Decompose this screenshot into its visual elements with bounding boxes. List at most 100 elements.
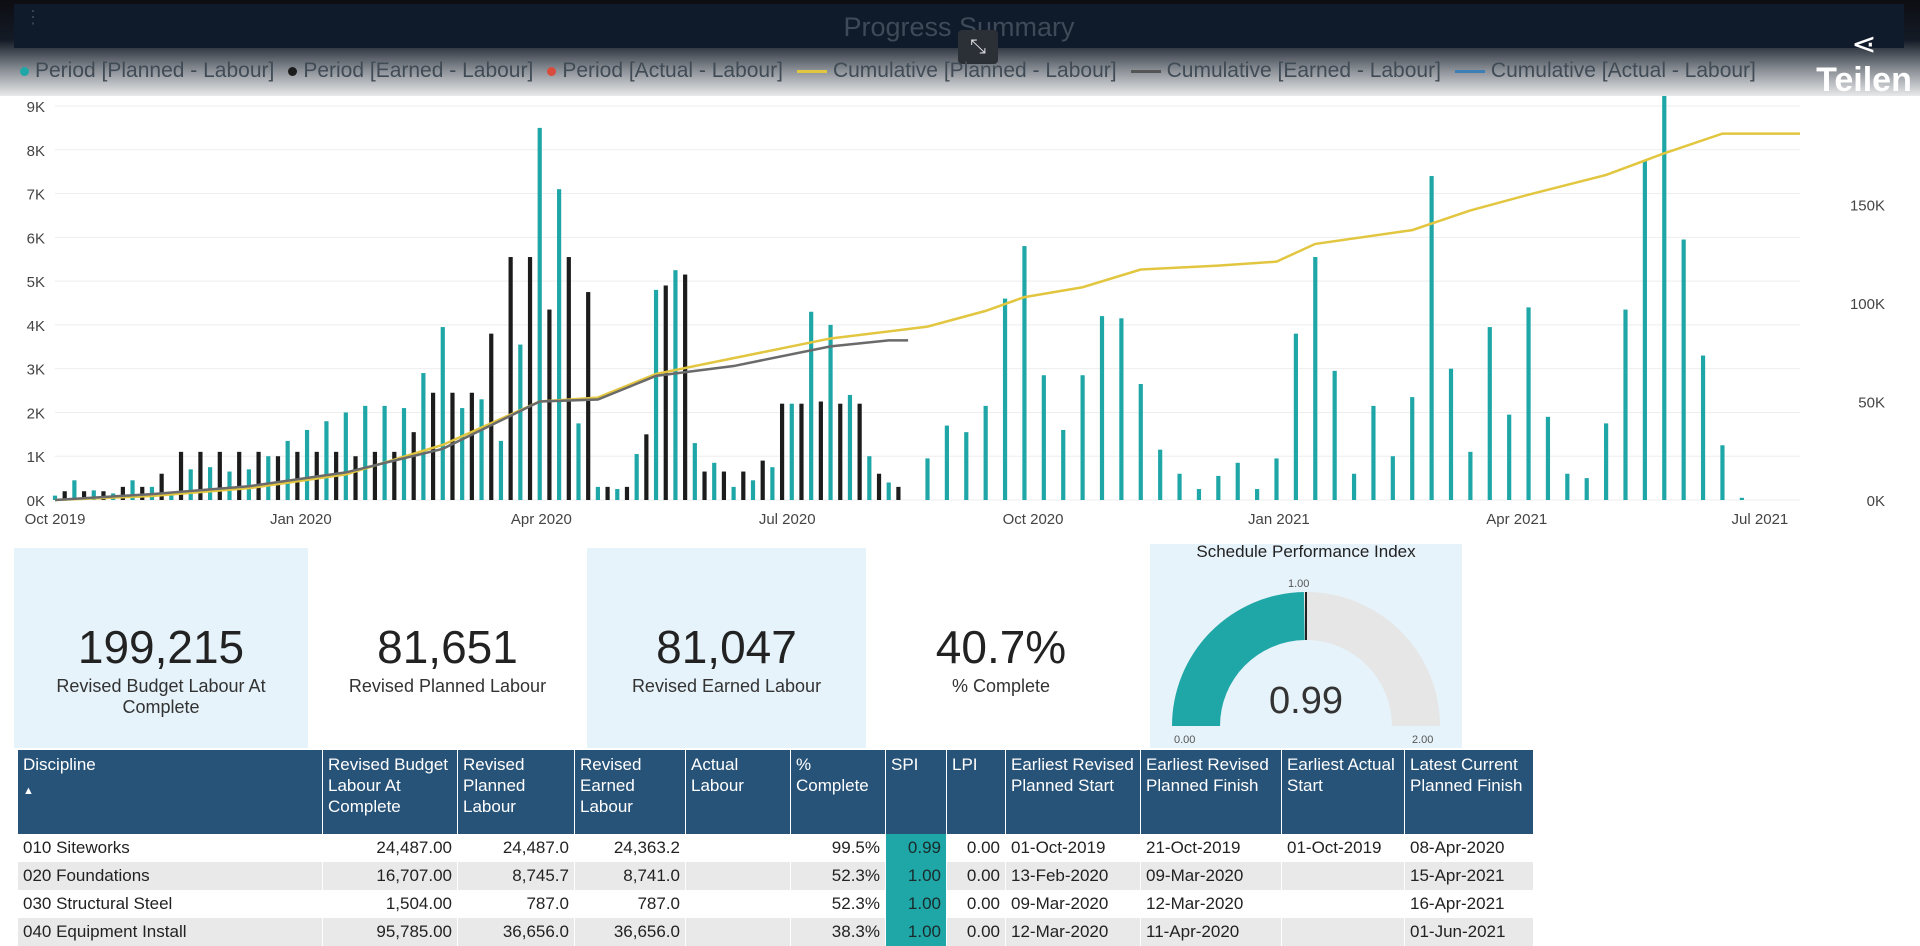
bar [692, 443, 697, 500]
legend-item[interactable]: Period [Planned - Labour] [20, 58, 274, 84]
gauge-arc [1172, 592, 1305, 726]
bar [1293, 333, 1298, 500]
spi-cell: 1.00 [885, 890, 947, 918]
column-header-label: Earliest Actual Start [1287, 755, 1395, 795]
kpi-label: Revised Planned Labour [348, 676, 547, 696]
table-cell: 52.3% [790, 890, 886, 918]
bar [343, 412, 348, 500]
column-header[interactable]: % Complete [790, 750, 886, 834]
bar [760, 460, 765, 500]
sort-ascending-icon[interactable]: ▲ [23, 785, 34, 797]
column-header[interactable]: SPI [885, 750, 947, 834]
legend-item[interactable]: Cumulative [Earned - Labour] [1130, 58, 1441, 84]
chart-legend: Period [Planned - Labour] Period [Earned … [20, 58, 1756, 84]
kpi-card: 81,047 Revised Earned Labour [587, 548, 866, 748]
bar [198, 451, 203, 500]
table-cell: 8,741.0 [574, 862, 686, 890]
bar [1099, 316, 1105, 500]
bar [508, 257, 513, 500]
bar [266, 456, 271, 500]
column-header[interactable]: Latest Current Planned Finish [1404, 750, 1534, 834]
table-cell: 16,707.00 [322, 862, 458, 890]
bar [392, 451, 397, 500]
legend-item[interactable]: Period [Actual - Labour] [547, 58, 783, 84]
series-line [54, 339, 909, 502]
legend-item[interactable]: Period [Earned - Labour] [288, 58, 533, 84]
exit-fullscreen-icon[interactable]: ⤡ [958, 30, 998, 64]
bar [72, 480, 77, 500]
bar [1041, 375, 1046, 500]
bar [208, 467, 213, 500]
bar [217, 451, 222, 500]
progress-chart: 0K 1K 2K 3K 4K 5K 6K 7K 8K 9K 0K 50K 100K 150K Oct 201… [25, 96, 1885, 528]
spi-cell: 0.99 [885, 834, 947, 862]
table-row[interactable]: 040 Equipment Install 95,785.00 36,656.0 36… [18, 918, 1534, 946]
bar [1565, 473, 1570, 500]
bar [227, 471, 232, 500]
table-row[interactable]: 030 Structural Steel 1,504.00 787.0 787.0 52… [18, 890, 1534, 918]
bar [537, 127, 542, 500]
legend-item[interactable]: Cumulative [Planned - Labour] [796, 58, 1117, 84]
bar [91, 490, 96, 500]
bar [634, 454, 639, 500]
bar [411, 432, 416, 500]
bar [721, 471, 727, 500]
legend-label: Cumulative [Planned - Labour] [832, 59, 1117, 82]
legend-item[interactable]: Cumulative [Actual - Labour] [1454, 58, 1756, 84]
bar [275, 456, 281, 500]
bar [1487, 327, 1492, 500]
bar [653, 289, 659, 500]
bar [789, 403, 794, 500]
bar [731, 486, 736, 500]
y-tick-label: 4K [27, 318, 45, 335]
table-cell: 787.0 [574, 890, 686, 918]
column-header[interactable]: Earliest Actual Start [1281, 750, 1405, 834]
column-header[interactable]: Earliest Revised Planned Start [1005, 750, 1141, 834]
y2-tick-label: 0K [1867, 493, 1885, 510]
y-tick-label: 3K [27, 362, 45, 379]
bar [557, 189, 562, 500]
bar [828, 324, 833, 500]
bar [1371, 405, 1376, 500]
legend-label: Period [Planned - Labour] [35, 59, 275, 82]
table-cell: 09-Mar-2020 [1005, 890, 1141, 918]
column-header[interactable]: Revised Earned Labour [574, 750, 686, 834]
bar [944, 425, 949, 500]
bar [518, 344, 523, 500]
column-header[interactable]: Actual Labour [685, 750, 791, 834]
bar [1022, 246, 1027, 500]
table-row[interactable]: 020 Foundations 16,707.00 8,745.7 8,741.0 52… [18, 862, 1534, 890]
kpi-card: 81,651 Revised Planned Labour [308, 548, 587, 748]
column-header[interactable]: Earliest Revised Planned Finish [1140, 750, 1282, 834]
column-header[interactable]: LPI [946, 750, 1006, 834]
column-header-label: Revised Earned Labour [580, 755, 642, 816]
table-row[interactable]: 010 Siteworks 24,487.00 24,487.0 24,363.2 99… [18, 834, 1534, 862]
bar [741, 471, 746, 500]
bar [838, 403, 843, 500]
column-header[interactable]: Discipline ▲ [18, 750, 323, 834]
bar [925, 458, 930, 500]
bar [372, 451, 378, 500]
column-header-label: Earliest Revised Planned Finish [1146, 755, 1269, 795]
gauge-max-label: 2.00 [1412, 734, 1434, 746]
column-header[interactable]: Revised Planned Labour [457, 750, 575, 834]
share-label: Teilen [1816, 61, 1912, 99]
table-cell: 15-Apr-2021 [1404, 862, 1534, 890]
legend-marker [1454, 69, 1485, 73]
share-button[interactable]: ⋖ Teilen [1808, 30, 1920, 100]
bar [1526, 307, 1531, 500]
bar [857, 403, 862, 500]
table-cell: 12-Mar-2020 [1005, 918, 1141, 946]
bar [421, 373, 426, 500]
x-tick-label: Jul 2021 [1732, 511, 1789, 528]
spi-cell: 1.00 [885, 862, 947, 890]
x-tick-label: Jan 2020 [270, 511, 332, 528]
bar [1216, 475, 1221, 500]
bar [1739, 497, 1744, 500]
table-cell: 09-Mar-2020 [1140, 862, 1282, 890]
bar [1196, 489, 1202, 500]
column-header[interactable]: Revised Budget Labour At Complete [322, 750, 458, 834]
kpi-value: 199,215 [77, 621, 245, 673]
kpi-label: Revised Earned Labour [631, 676, 822, 696]
bar [382, 405, 387, 500]
